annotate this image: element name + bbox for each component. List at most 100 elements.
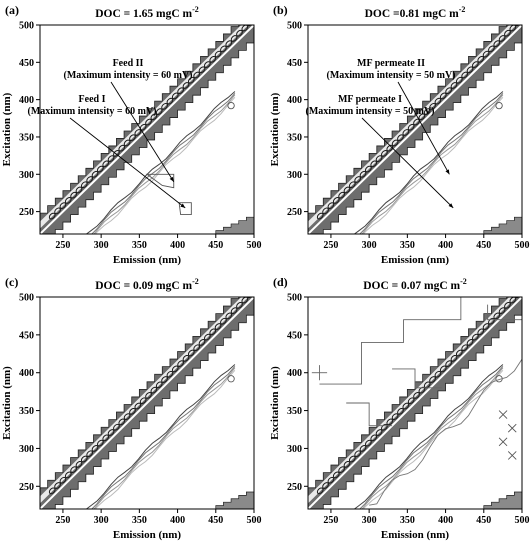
annotation-text: (Maximum intensity = 60 mV) xyxy=(63,70,192,81)
y-axis-label: Excitation (nm) xyxy=(1,366,13,440)
contour-line xyxy=(227,375,235,383)
contour-bead xyxy=(59,476,67,484)
contour-line xyxy=(498,410,508,419)
contour-bead xyxy=(155,381,163,389)
contour-bead xyxy=(70,466,77,473)
contour-bead xyxy=(91,445,99,452)
title-superscript: -2 xyxy=(459,5,466,14)
contour-bead xyxy=(418,113,426,121)
contour-line xyxy=(93,367,236,509)
contour-bead xyxy=(86,176,94,183)
contour-bead xyxy=(118,418,126,426)
contour-bead xyxy=(230,307,238,314)
contour-bead xyxy=(48,212,56,220)
x-tick-label: 400 xyxy=(438,240,453,251)
contour-line xyxy=(227,101,235,110)
x-tick-label: 500 xyxy=(247,515,262,526)
contour-bead xyxy=(204,333,211,341)
contour-bead xyxy=(365,165,372,173)
annotation-name: MF permeate I xyxy=(338,94,402,105)
x-tick-label: 400 xyxy=(170,240,185,251)
contour-bead xyxy=(241,25,249,32)
contour-bead xyxy=(241,297,249,304)
panel-title: DOC = 1.65 mgC m-2 xyxy=(95,5,199,20)
contour-bead xyxy=(177,360,184,367)
contour-bead xyxy=(370,160,378,168)
contour-line xyxy=(178,202,192,216)
x-tick-label: 400 xyxy=(438,515,453,526)
contour-line xyxy=(507,451,517,460)
panel-title: DOC =0.81 mgC m-2 xyxy=(365,5,466,20)
contour-bead xyxy=(214,323,222,330)
plot-frame xyxy=(307,296,523,510)
scatter-ridge xyxy=(40,25,254,234)
contour-bead xyxy=(316,212,324,220)
contour-bead xyxy=(64,197,72,204)
contour-bead xyxy=(466,339,474,346)
annotation-arrowhead xyxy=(445,169,450,175)
contour-bead xyxy=(397,407,404,415)
contour-bead xyxy=(472,61,479,68)
y-tick-label: 400 xyxy=(287,95,302,106)
x-tick-label: 350 xyxy=(132,240,147,251)
eem-panel: 250 300 350 400 450 500 250 300 350 400 450 500 Emis… xyxy=(269,275,530,541)
panel-title: DOC = 0.07 mgC m-2 xyxy=(363,277,467,292)
contour-bead xyxy=(182,82,190,89)
panel-letter: (a) xyxy=(5,3,19,17)
contour-bead xyxy=(423,108,431,115)
contour-bead xyxy=(445,87,452,95)
contour-bead xyxy=(150,386,158,394)
contour-bead xyxy=(80,181,88,189)
x-tick-label: 450 xyxy=(208,240,223,251)
contour-bead xyxy=(166,370,174,378)
y-tick-label: 300 xyxy=(19,444,34,455)
contour-bead xyxy=(348,455,356,463)
contour-bead xyxy=(225,40,233,48)
annotation-name: Feed II xyxy=(113,58,144,69)
contour-line xyxy=(94,369,236,509)
contour-bead xyxy=(145,118,152,126)
contour-bead xyxy=(209,55,217,63)
x-tick-label: 250 xyxy=(55,515,70,526)
contour-bead xyxy=(139,397,147,405)
contour-bead xyxy=(343,460,351,468)
contour-bead xyxy=(97,165,104,173)
x-tick-label: 450 xyxy=(476,240,491,251)
plot-frame xyxy=(39,24,255,235)
contour-bead xyxy=(488,45,495,53)
contour-bead xyxy=(423,381,431,389)
contour-bead xyxy=(439,92,447,100)
x-tick-label: 300 xyxy=(94,515,109,526)
contour-bead xyxy=(182,354,190,362)
contour-bead xyxy=(370,434,378,442)
contour-bead xyxy=(407,397,415,405)
contour-bead xyxy=(59,202,67,209)
contour-bead xyxy=(338,191,345,199)
contour-bead xyxy=(322,482,329,489)
contour-bead xyxy=(381,150,388,157)
annotation-arrow xyxy=(361,117,454,209)
contour-bead xyxy=(145,392,152,399)
contour-bead xyxy=(150,113,158,121)
annotation-arrow xyxy=(69,117,186,209)
x-tick-label: 250 xyxy=(323,240,338,251)
contour-bead xyxy=(386,418,394,426)
y-tick-label: 500 xyxy=(287,21,302,32)
contour-line xyxy=(392,368,442,389)
contour-bead xyxy=(348,181,356,189)
y-axis-label: Excitation (nm) xyxy=(269,366,281,440)
contour-line xyxy=(362,369,504,509)
contour-bead xyxy=(80,455,88,463)
contour-bead xyxy=(123,139,131,147)
contour-bead xyxy=(504,301,511,309)
contour-bead xyxy=(214,50,222,58)
contour-bead xyxy=(482,323,490,330)
second-order-band xyxy=(475,488,522,509)
contour-bead xyxy=(193,71,201,79)
contour-line xyxy=(85,364,236,509)
contour-bead xyxy=(397,134,404,142)
annotation-arrow xyxy=(110,81,175,182)
contour-bead xyxy=(509,297,517,304)
contour-bead xyxy=(225,312,233,320)
